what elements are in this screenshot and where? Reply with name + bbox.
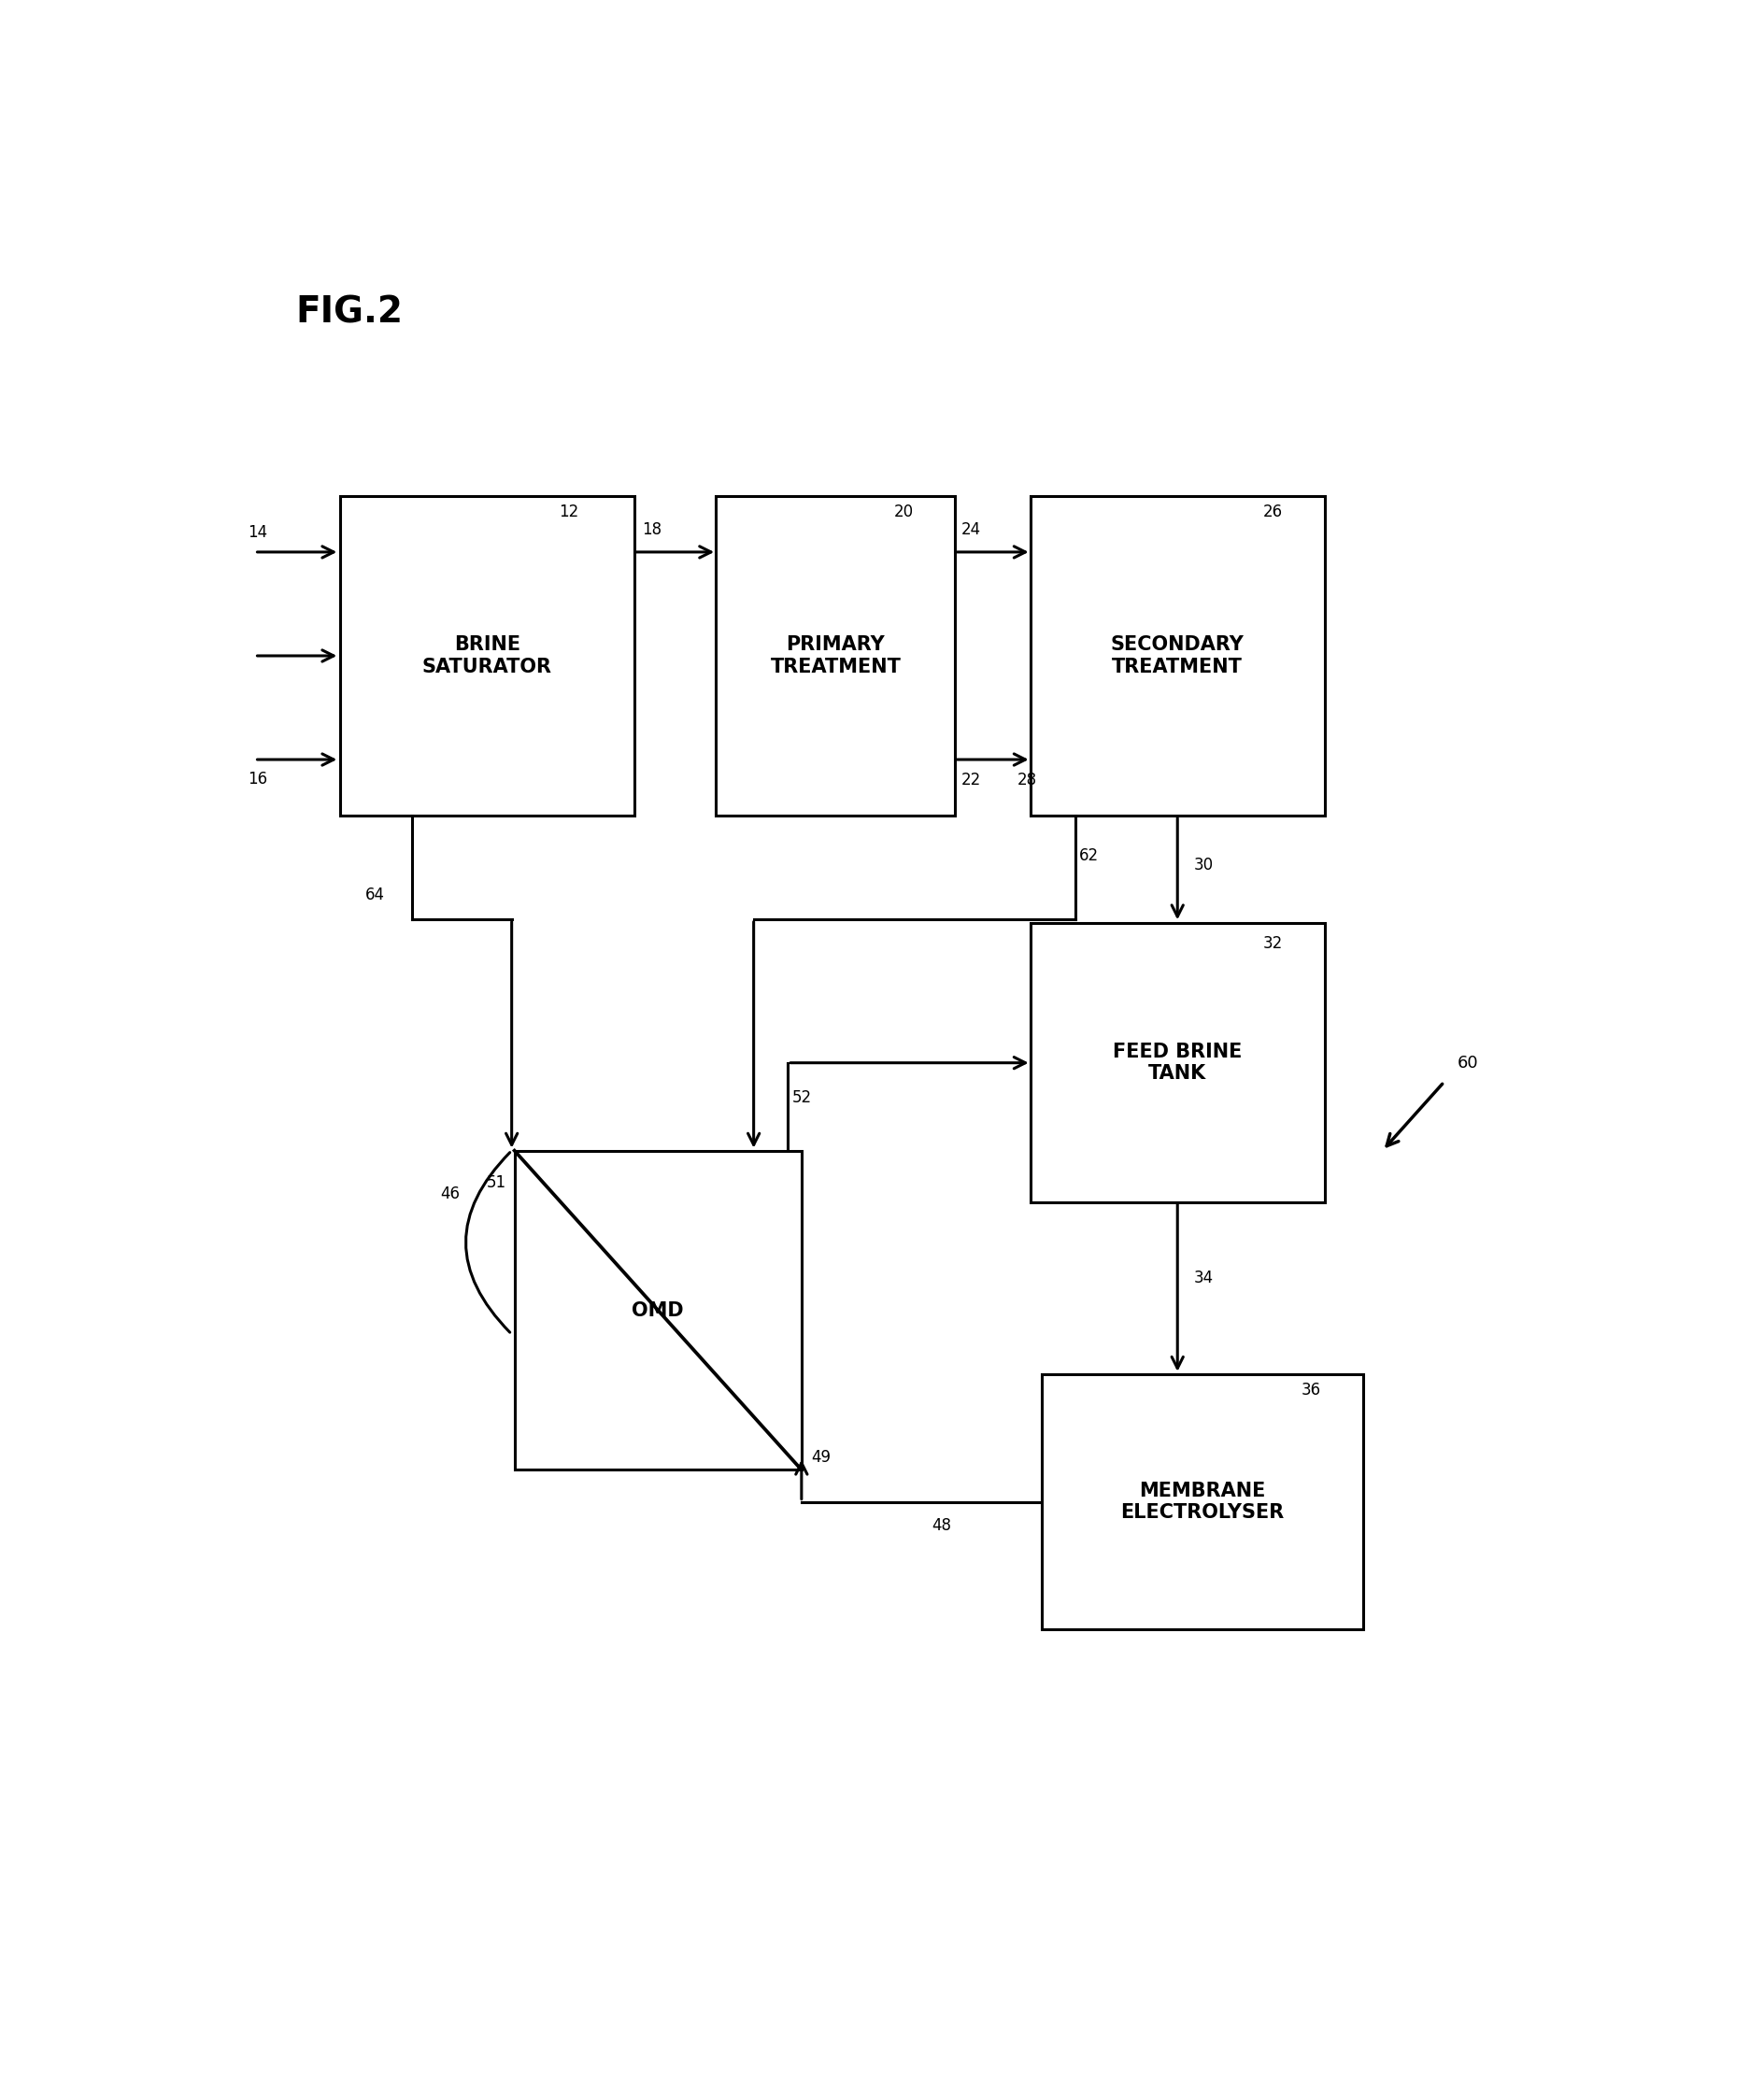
Text: 22: 22 bbox=[961, 771, 981, 788]
Bar bbox=[1030, 922, 1325, 1202]
Text: 36: 36 bbox=[1302, 1381, 1321, 1399]
Text: 28: 28 bbox=[1018, 771, 1037, 788]
Text: 12: 12 bbox=[559, 504, 579, 520]
Text: 48: 48 bbox=[931, 1517, 951, 1534]
Bar bbox=[1030, 495, 1325, 815]
Text: 18: 18 bbox=[642, 520, 662, 539]
Text: 20: 20 bbox=[894, 504, 914, 520]
Bar bbox=[340, 495, 633, 815]
Text: 49: 49 bbox=[811, 1449, 831, 1466]
Text: 52: 52 bbox=[792, 1090, 811, 1107]
Text: FEED BRINE
TANK: FEED BRINE TANK bbox=[1113, 1043, 1242, 1082]
Text: PRIMARY
TREATMENT: PRIMARY TREATMENT bbox=[771, 636, 901, 676]
Bar bbox=[515, 1151, 801, 1470]
Bar bbox=[716, 495, 956, 815]
Text: 51: 51 bbox=[487, 1173, 506, 1192]
Text: 26: 26 bbox=[1263, 504, 1282, 520]
Text: SECONDARY
TREATMENT: SECONDARY TREATMENT bbox=[1111, 636, 1244, 676]
Text: 60: 60 bbox=[1457, 1055, 1478, 1072]
Text: MEMBRANE
ELECTROLYSER: MEMBRANE ELECTROLYSER bbox=[1120, 1482, 1284, 1522]
Text: 62: 62 bbox=[1080, 848, 1099, 864]
Text: 24: 24 bbox=[961, 520, 981, 539]
Bar bbox=[1041, 1374, 1364, 1629]
Text: 64: 64 bbox=[365, 887, 385, 904]
Text: OMD: OMD bbox=[632, 1302, 684, 1321]
Text: FIG.2: FIG.2 bbox=[296, 294, 404, 330]
Text: 32: 32 bbox=[1263, 935, 1282, 952]
Text: 16: 16 bbox=[247, 771, 268, 788]
Text: 46: 46 bbox=[441, 1186, 460, 1202]
Text: 14: 14 bbox=[247, 524, 268, 541]
Text: 30: 30 bbox=[1194, 856, 1214, 873]
Text: BRINE
SATURATOR: BRINE SATURATOR bbox=[422, 636, 552, 676]
Text: 34: 34 bbox=[1194, 1271, 1214, 1287]
